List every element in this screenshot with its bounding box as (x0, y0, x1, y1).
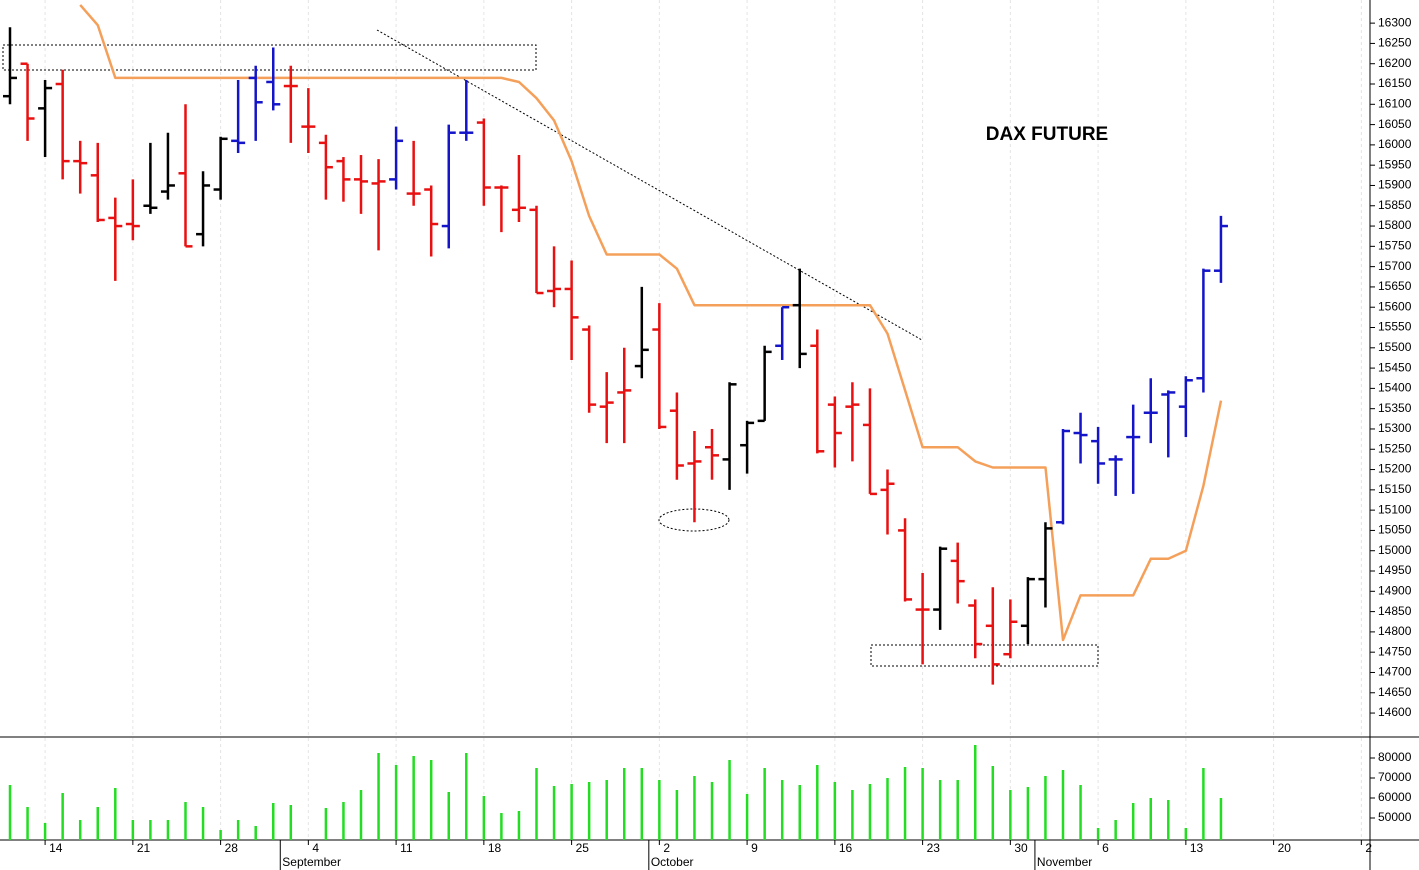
y-tick-label: 15750 (1378, 239, 1412, 253)
x-tick-label: 18 (488, 841, 502, 855)
y-tick-label: 16150 (1378, 76, 1412, 90)
stop-line (79, 4, 1223, 642)
y-tick-label: 15900 (1378, 178, 1412, 192)
y-tick-label: 16000 (1378, 137, 1412, 151)
x-tick-label: 4 (312, 841, 319, 855)
y-tick-label: 15500 (1378, 340, 1412, 354)
volume-tick-label: 60000 (1378, 790, 1412, 804)
y-tick-label: 15650 (1378, 279, 1412, 293)
x-tick-label: 2 (663, 841, 670, 855)
resistance-box (2, 44, 537, 71)
y-tick-label: 15800 (1378, 218, 1412, 232)
y-tick-label: 14600 (1378, 705, 1412, 719)
month-label: October (651, 855, 694, 869)
chart-title: DAX FUTURE (986, 124, 1108, 145)
x-tick-label: 21 (137, 841, 151, 855)
y-tick-label: 15400 (1378, 381, 1412, 395)
y-tick-label: 15850 (1378, 198, 1412, 212)
x-tick-label: 16 (839, 841, 853, 855)
month-label: September (282, 855, 341, 869)
y-tick-label: 15000 (1378, 543, 1412, 557)
y-tick-label: 15600 (1378, 299, 1412, 313)
trend-line (376, 29, 923, 341)
y-tick-label: 15200 (1378, 462, 1412, 476)
y-tick-label: 16050 (1378, 117, 1412, 131)
y-tick-label: 15450 (1378, 360, 1412, 374)
y-tick-label: 14800 (1378, 624, 1412, 638)
y-tick-label: 14900 (1378, 583, 1412, 597)
y-tick-label: 15950 (1378, 157, 1412, 171)
x-tick-label: 28 (225, 841, 239, 855)
y-tick-label: 15050 (1378, 523, 1412, 537)
x-tick-label: 9 (751, 841, 758, 855)
x-tick-label: 2 (1365, 841, 1372, 855)
y-tick-label: 16100 (1378, 96, 1412, 110)
y-tick-label: 15250 (1378, 441, 1412, 455)
y-tick-label: 15300 (1378, 421, 1412, 435)
x-tick-label: 23 (927, 841, 941, 855)
volume-tick-label: 70000 (1378, 770, 1412, 784)
y-tick-label: 16250 (1378, 36, 1412, 50)
y-tick-label: 15700 (1378, 259, 1412, 273)
y-tick-label: 14850 (1378, 604, 1412, 618)
y-tick-label: 15150 (1378, 482, 1412, 496)
y-tick-label: 14650 (1378, 685, 1412, 699)
y-tick-label: 15550 (1378, 320, 1412, 334)
volume-tick-label: 80000 (1378, 750, 1412, 764)
x-tick-label: 13 (1190, 841, 1204, 855)
volume-tick-label: 50000 (1378, 810, 1412, 824)
x-tick-label: 6 (1102, 841, 1109, 855)
y-tick-label: 14950 (1378, 563, 1412, 577)
grid (44, 0, 1362, 840)
x-tick-label: 25 (576, 841, 590, 855)
y-tick-label: 14700 (1378, 665, 1412, 679)
x-tick-label: 30 (1014, 841, 1028, 855)
y-tick-label: 14750 (1378, 644, 1412, 658)
month-label: November (1037, 855, 1092, 869)
low-marker (658, 508, 730, 532)
x-tick-label: 20 (1278, 841, 1292, 855)
y-tick-label: 16300 (1378, 15, 1412, 29)
support-box (870, 644, 1099, 667)
y-tick-label: 15350 (1378, 401, 1412, 415)
y-tick-label: 15100 (1378, 502, 1412, 516)
x-tick-label: 14 (49, 841, 63, 855)
y-tick-label: 16200 (1378, 56, 1412, 70)
x-tick-label: 11 (400, 841, 413, 855)
